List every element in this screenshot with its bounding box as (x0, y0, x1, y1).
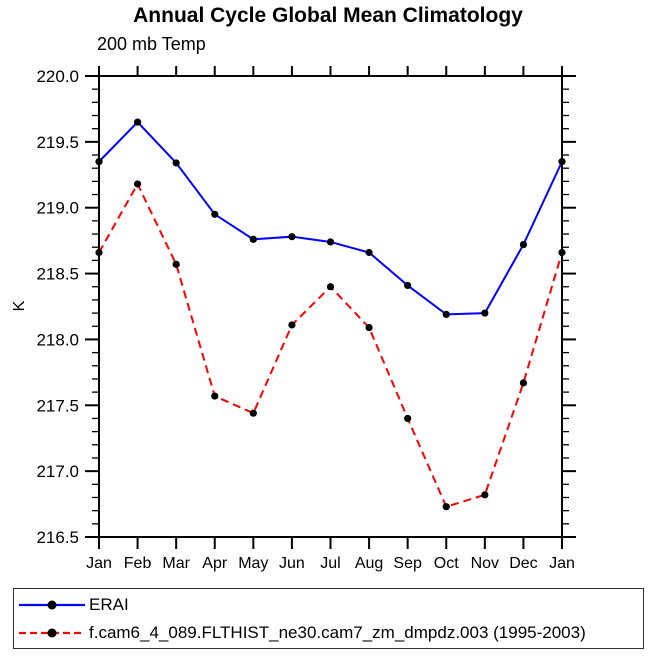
data-point-marker (442, 310, 450, 319)
x-axis-tick-label: Feb (124, 555, 152, 572)
chart-title: Annual Cycle Global Mean Climatology (133, 4, 523, 27)
data-point-marker (172, 260, 180, 268)
x-axis-tick-label: Nov (471, 555, 499, 572)
data-point-marker (519, 379, 528, 387)
data-point-marker (133, 180, 142, 188)
x-axis-tick-label: Aug (355, 555, 383, 572)
x-axis-tick-label: Jan (549, 555, 575, 572)
data-point-marker (288, 321, 296, 329)
legend-line-sample (19, 600, 85, 609)
y-axis-tick-label: 218.0 (36, 330, 79, 349)
y-axis-tick-label: 220.0 (36, 67, 79, 86)
legend-box: ERAI f.cam6_4_089.FLTHIST_ne30.cam7_zm_dm… (13, 588, 644, 649)
legend-entry: ERAI (17, 591, 643, 619)
data-point-marker (95, 158, 103, 166)
x-axis-tick-label: Jul (320, 555, 340, 572)
y-axis-tick-label: 219.5 (36, 133, 79, 152)
legend-label: f.cam6_4_089.FLTHIST_ne30.cam7_zm_dmpdz.… (89, 622, 586, 642)
plot-border (98, 75, 563, 538)
x-axis-tick-label: Jan (86, 555, 112, 572)
y-axis-tick-label: 219.0 (36, 199, 79, 218)
legend-marker-dot (47, 600, 57, 609)
data-point-marker (558, 158, 566, 166)
data-point-marker (249, 409, 257, 417)
data-point-marker (365, 248, 373, 257)
x-axis-tick-label: Oct (434, 555, 459, 572)
data-point-marker (404, 414, 412, 423)
y-axis-tick-label: 217.5 (36, 396, 79, 415)
x-axis-tick-label: Jun (279, 555, 305, 572)
y-axis-tick-label: 216.5 (36, 528, 79, 547)
data-point-marker (326, 238, 335, 246)
data-point-marker (172, 159, 180, 167)
data-point-marker (558, 248, 566, 257)
y-axis-tick-label: 217.0 (36, 462, 79, 481)
x-axis-tick-label: Apr (202, 555, 228, 572)
data-point-marker (326, 283, 335, 291)
data-point-marker (404, 281, 412, 290)
series-line-1 (98, 181, 563, 508)
data-point-marker (442, 503, 450, 511)
legend-label: ERAI (89, 594, 129, 614)
y-axis-title: K (11, 300, 28, 311)
data-point-marker (249, 235, 257, 243)
y-axis-tick-label: 218.5 (36, 265, 79, 284)
x-axis-tick-label: Mar (162, 555, 190, 572)
data-point-marker (211, 210, 219, 218)
x-axis-tick-label: Dec (509, 555, 537, 572)
legend-line-sample (19, 628, 85, 637)
data-point-marker (288, 233, 296, 241)
data-point-marker (95, 248, 103, 257)
data-point-marker (133, 118, 142, 126)
data-point-marker (211, 392, 219, 400)
x-axis-tick-label: May (238, 555, 268, 572)
data-point-marker (519, 240, 528, 249)
legend-marker-dot (47, 628, 57, 637)
data-point-marker (481, 491, 489, 499)
chart-subtitle: 200 mb Temp (97, 34, 206, 54)
legend-entry: f.cam6_4_089.FLTHIST_ne30.cam7_zm_dmpdz.… (17, 619, 643, 647)
data-point-marker (365, 323, 373, 332)
data-point-marker (481, 309, 489, 317)
x-axis-tick-label: Sep (393, 555, 422, 572)
